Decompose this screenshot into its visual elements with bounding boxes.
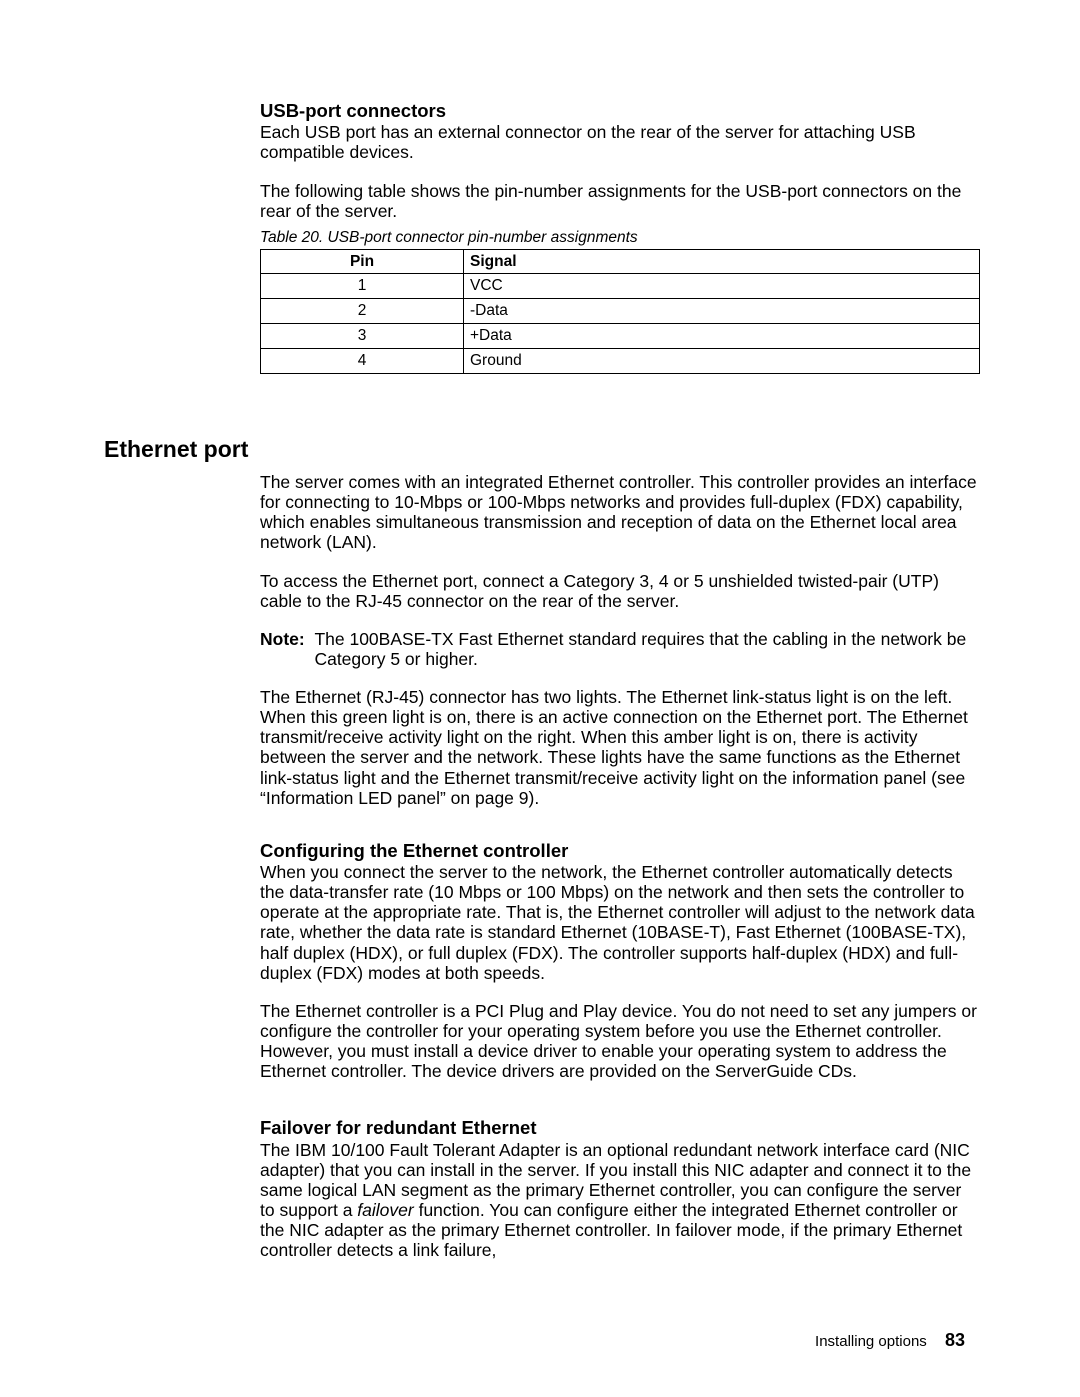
cell-pin: 1 (261, 274, 464, 299)
ethernet-note: Note: The 100BASE-TX Fast Ethernet stand… (260, 629, 980, 669)
page-footer: Installing options 83 (815, 1330, 965, 1351)
cell-pin: 3 (261, 324, 464, 349)
page: USB-port connectors Each USB port has an… (0, 0, 1080, 1397)
usb-p2: The following table shows the pin-number… (260, 181, 980, 221)
usb-table-caption: Table 20. USB-port connector pin-number … (260, 229, 980, 247)
usb-section: USB-port connectors Each USB port has an… (260, 100, 980, 374)
ethernet-section: The server comes with an integrated Ethe… (260, 472, 980, 1260)
ethernet-p2: To access the Ethernet port, connect a C… (260, 571, 980, 611)
table-row: 4 Ground (261, 348, 980, 373)
configuring-p1: When you connect the server to the netwo… (260, 862, 980, 983)
table-row: 1 VCC (261, 274, 980, 299)
table-row: 2 -Data (261, 299, 980, 324)
note-label: Note: (260, 629, 314, 669)
configuring-heading: Configuring the Ethernet controller (260, 840, 980, 861)
failover-p1: The IBM 10/100 Fault Tolerant Adapter is… (260, 1140, 980, 1261)
usb-p1: Each USB port has an external connector … (260, 122, 980, 162)
configuring-p2: The Ethernet controller is a PCI Plug an… (260, 1001, 980, 1082)
ethernet-heading: Ethernet port (104, 436, 980, 462)
cell-signal: VCC (464, 274, 980, 299)
table-header-row: Pin Signal (261, 249, 980, 274)
usb-pin-table: Pin Signal 1 VCC 2 -Data 3 +Data 4 (260, 249, 980, 374)
cell-signal: -Data (464, 299, 980, 324)
ethernet-p3: The Ethernet (RJ-45) connector has two l… (260, 687, 980, 808)
footer-section: Installing options (815, 1333, 927, 1350)
usb-heading: USB-port connectors (260, 100, 980, 121)
failover-heading: Failover for redundant Ethernet (260, 1117, 980, 1138)
note-text: The 100BASE-TX Fast Ethernet standard re… (314, 629, 980, 669)
cell-pin: 2 (261, 299, 464, 324)
failover-italic: failover (357, 1200, 413, 1220)
ethernet-p1: The server comes with an integrated Ethe… (260, 472, 980, 553)
col-signal-header: Signal (464, 249, 980, 274)
cell-signal: +Data (464, 324, 980, 349)
footer-page-number: 83 (945, 1330, 965, 1350)
col-pin-header: Pin (261, 249, 464, 274)
cell-pin: 4 (261, 348, 464, 373)
cell-signal: Ground (464, 348, 980, 373)
table-row: 3 +Data (261, 324, 980, 349)
